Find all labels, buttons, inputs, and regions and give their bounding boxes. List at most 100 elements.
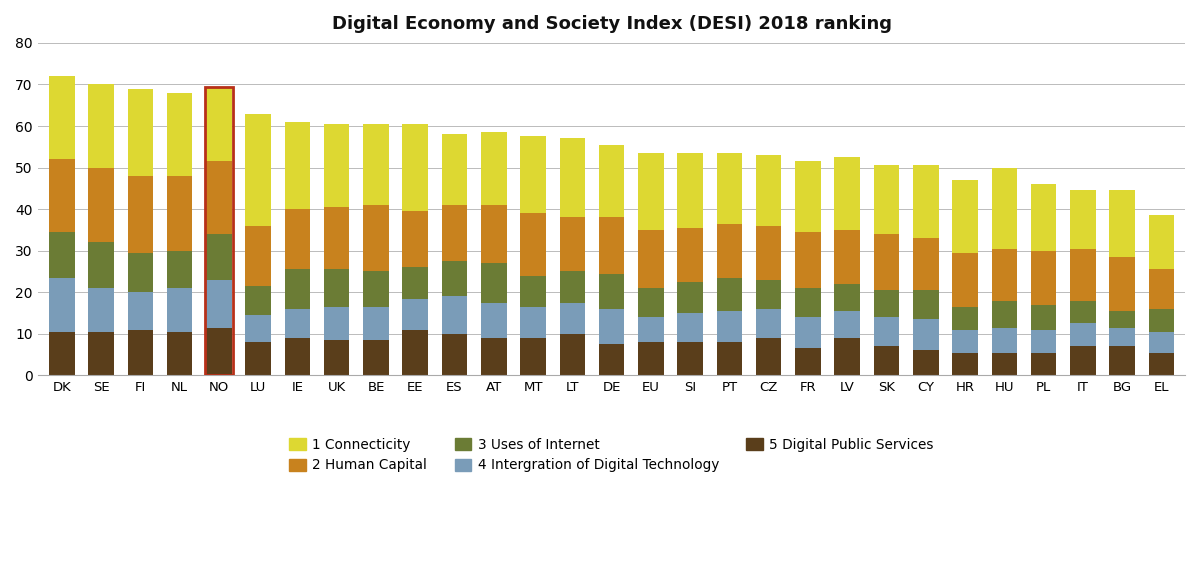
Bar (638, 288, 664, 317)
Bar (245, 113, 271, 226)
Bar (167, 93, 192, 176)
Bar (324, 340, 349, 376)
Bar (874, 166, 899, 234)
Bar (127, 330, 154, 376)
Bar (364, 124, 389, 205)
Bar (324, 124, 349, 207)
Bar (559, 303, 586, 334)
Bar (834, 157, 860, 230)
Bar (1148, 353, 1174, 376)
Bar (402, 299, 428, 330)
Bar (716, 311, 742, 342)
Bar (796, 232, 821, 288)
Bar (1109, 257, 1135, 311)
Bar (1109, 328, 1135, 346)
Bar (167, 332, 192, 376)
Bar (874, 346, 899, 376)
Bar (481, 205, 506, 263)
Bar (89, 332, 114, 376)
Bar (991, 328, 1018, 353)
Bar (991, 301, 1018, 328)
Bar (756, 280, 781, 309)
Bar (756, 309, 781, 338)
Bar (521, 136, 546, 213)
Bar (638, 153, 664, 230)
Bar (481, 132, 506, 205)
Bar (127, 176, 154, 253)
Bar (796, 317, 821, 348)
Bar (1070, 249, 1096, 301)
Bar (559, 334, 586, 376)
Bar (206, 234, 232, 280)
Bar (1109, 346, 1135, 376)
Bar (638, 317, 664, 342)
Bar (1148, 215, 1174, 269)
Bar (127, 89, 154, 176)
Bar (127, 292, 154, 330)
Bar (324, 269, 349, 307)
Bar (953, 353, 978, 376)
Bar (874, 290, 899, 317)
Bar (206, 280, 232, 328)
Bar (1031, 353, 1056, 376)
Bar (324, 307, 349, 340)
Bar (442, 334, 467, 376)
Bar (599, 274, 624, 309)
Bar (834, 230, 860, 284)
Bar (481, 338, 506, 376)
Bar (677, 228, 703, 282)
Bar (834, 284, 860, 311)
Bar (913, 319, 938, 350)
Bar (913, 238, 938, 290)
Bar (1031, 251, 1056, 305)
Bar (716, 278, 742, 311)
Bar (245, 315, 271, 342)
Bar (49, 278, 74, 332)
Bar (834, 338, 860, 376)
Bar (402, 211, 428, 267)
Bar (402, 267, 428, 299)
Bar (1070, 301, 1096, 323)
Bar (284, 209, 310, 269)
Bar (284, 122, 310, 209)
Bar (167, 288, 192, 332)
Legend: 1 Connecticity, 2 Human Capital, 3 Uses of Internet, 4 Intergration of Digital T: 1 Connecticity, 2 Human Capital, 3 Uses … (284, 432, 940, 478)
Bar (1148, 309, 1174, 332)
Bar (49, 159, 74, 232)
Bar (364, 340, 389, 376)
Bar (599, 309, 624, 344)
Bar (521, 307, 546, 338)
Bar (1109, 190, 1135, 257)
Title: Digital Economy and Society Index (DESI) 2018 ranking: Digital Economy and Society Index (DESI)… (331, 15, 892, 33)
Bar (402, 330, 428, 376)
Bar (49, 332, 74, 376)
Bar (284, 338, 310, 376)
Bar (481, 303, 506, 338)
Bar (1070, 323, 1096, 346)
Bar (1070, 190, 1096, 249)
Bar (284, 269, 310, 309)
Bar (245, 226, 271, 286)
Bar (89, 288, 114, 332)
Bar (205, 86, 233, 376)
Bar (638, 230, 664, 288)
Bar (1070, 346, 1096, 376)
Bar (442, 205, 467, 261)
Bar (89, 167, 114, 242)
Bar (559, 217, 586, 271)
Bar (677, 313, 703, 342)
Bar (442, 261, 467, 296)
Bar (559, 139, 586, 217)
Bar (834, 311, 860, 338)
Bar (599, 344, 624, 376)
Bar (324, 207, 349, 269)
Bar (49, 76, 74, 159)
Bar (953, 253, 978, 307)
Bar (991, 167, 1018, 249)
Bar (167, 251, 192, 288)
Bar (127, 253, 154, 292)
Bar (953, 330, 978, 353)
Bar (638, 342, 664, 376)
Bar (442, 134, 467, 205)
Bar (756, 338, 781, 376)
